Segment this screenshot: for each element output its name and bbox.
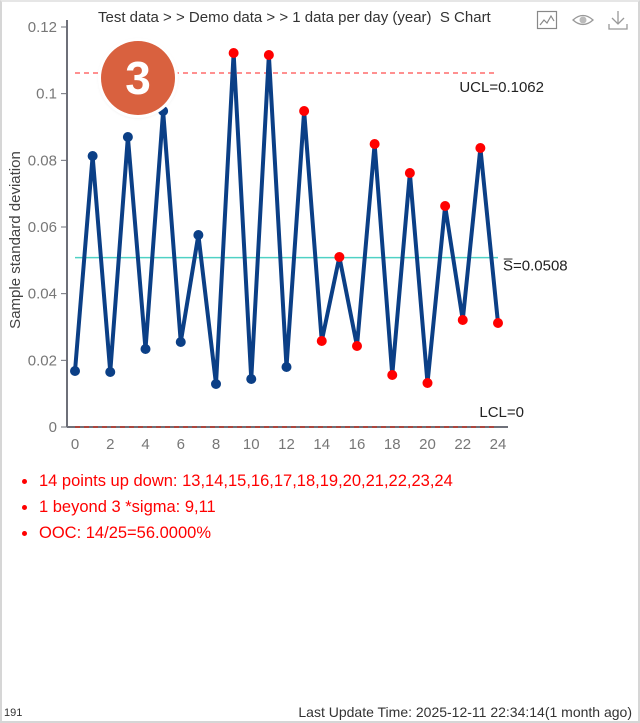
flagged-data-point (475, 143, 486, 153)
x-tick-label: 22 (454, 436, 471, 453)
x-tick-label: 20 (419, 436, 436, 453)
x-tick-label: 18 (384, 436, 401, 453)
flagged-data-point (493, 318, 503, 328)
flagged-data-point (263, 50, 274, 60)
flagged-data-point (404, 168, 415, 178)
x-tick-label: 24 (490, 436, 507, 453)
flagged-data-point (352, 341, 362, 351)
data-point (140, 344, 151, 354)
rule-item: OOC: 14/25=56.0000% (18, 520, 453, 546)
x-tick-label: 8 (212, 436, 220, 453)
y-tick-label: 0.12 (28, 19, 57, 36)
y-tick-label: 0.08 (28, 152, 57, 169)
breadcrumb[interactable]: Test data > > Demo data > > 1 data per d… (98, 9, 432, 26)
data-point (211, 379, 221, 389)
x-tick-label: 12 (278, 436, 295, 453)
data-point (193, 230, 204, 240)
y-tick-label: 0.04 (28, 286, 57, 303)
flagged-data-point (316, 336, 327, 346)
x-tick-label: 0 (71, 436, 79, 453)
data-point (122, 132, 133, 142)
x-tick-label: 10 (243, 436, 260, 453)
line-chart-icon[interactable] (536, 9, 558, 31)
eye-icon[interactable] (572, 9, 594, 31)
flagged-data-point (369, 139, 380, 149)
flagged-data-point (440, 201, 451, 211)
flagged-data-point (457, 315, 468, 325)
rule-violations-list: 14 points up down: 13,14,15,16,17,18,19,… (18, 468, 453, 546)
flagged-data-point (334, 252, 345, 262)
flagged-data-point (422, 378, 433, 388)
s-chart: 00.020.040.060.080.10.12 0 2 4 6 8 10 12 14 16 18… (7, 19, 568, 453)
flagged-data-point (228, 48, 239, 58)
download-icon[interactable] (607, 9, 629, 31)
step-badge: 3 (101, 41, 175, 115)
control-limits: UCL=0.1062 S̅=0.0508 LCL=0 (75, 72, 568, 428)
data-point (246, 374, 257, 384)
y-axis-label: Sample standard deviation (7, 151, 24, 329)
flagged-data-point (299, 106, 310, 116)
lcl-label: LCL=0 (479, 404, 524, 421)
x-tick-label: 6 (177, 436, 185, 453)
s-series (70, 48, 503, 389)
y-tick-label: 0.06 (28, 219, 57, 236)
ucl-label: UCL=0.1062 (459, 79, 544, 96)
data-point (281, 362, 292, 372)
x-tick-label: 2 (106, 436, 114, 453)
y-tick-label: 0.02 (28, 352, 57, 369)
y-tick-label: 0 (49, 419, 57, 436)
x-tick-label: 4 (141, 436, 149, 453)
last-update-time: Last Update Time: 2025-12-11 22:34:14(1 … (298, 704, 632, 720)
y-tick-label: 0.1 (36, 86, 57, 103)
y-axis: 0 0.02 0.04 0.06 0.08 0.1 0.12 (28, 19, 68, 436)
chart-title-bar: Test data > > Demo data > > 1 data per d… (98, 9, 491, 26)
rule-item: 14 points up down: 13,14,15,16,17,18,19,… (18, 468, 453, 494)
data-point (87, 151, 98, 161)
record-id: 191 (4, 707, 23, 719)
flagged-data-point (387, 370, 398, 380)
data-point (175, 337, 186, 347)
data-point (70, 366, 80, 376)
chart-type-label: S Chart (439, 9, 491, 26)
rule-item: 1 beyond 3 *sigma: 9,11 (18, 494, 453, 520)
x-tick-label: 14 (313, 436, 330, 453)
x-tick-label: 16 (349, 436, 366, 453)
data-point (158, 106, 169, 116)
center-label: S̅=0.0508 (503, 258, 568, 275)
data-point (105, 367, 116, 377)
x-axis: 0 2 4 6 8 10 12 14 16 18 20 22 24 (67, 426, 508, 453)
